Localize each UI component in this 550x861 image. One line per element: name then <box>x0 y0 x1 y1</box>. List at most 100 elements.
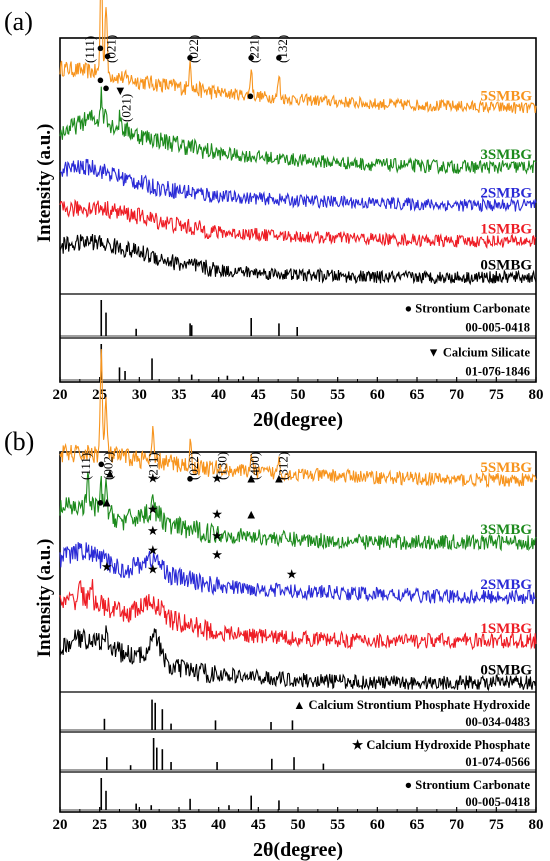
plot-area-a: ● Strontium Carbonate 00-005-0418 ▼ Calciu… <box>53 0 544 403</box>
hkl-label: (021) <box>104 35 119 63</box>
peak-marker: ● <box>102 80 110 95</box>
peak-marker: ★ <box>147 542 159 557</box>
x-tick-label: 25 <box>92 817 107 833</box>
series-label: 3SMBG <box>480 147 532 163</box>
x-tick-label: 35 <box>172 817 187 833</box>
hkl-label: (221) <box>246 35 261 63</box>
hkl-label: (022) <box>186 452 201 480</box>
hkl-label: (312) <box>276 452 291 480</box>
x-axis-label-a: 2θ(degree) <box>253 409 343 431</box>
x-tick-label: 45 <box>251 817 266 833</box>
x-tick-label: 65 <box>410 387 425 403</box>
x-tick-label: 20 <box>53 387 68 403</box>
x-tick-label: 55 <box>330 387 345 403</box>
x-tick-label: 30 <box>132 817 147 833</box>
series-label: 5SMBG <box>480 460 532 476</box>
peak-marker: ★ <box>211 547 223 562</box>
series-line-3SMBG <box>59 86 537 175</box>
reference-name: ● Strontium Carbonate <box>405 301 531 315</box>
panel-label-a: (a) <box>4 7 33 36</box>
hkl-label: (132) <box>275 35 290 63</box>
series-label: 1SMBG <box>480 621 532 637</box>
peak-marker: ▲ <box>273 470 286 485</box>
x-tick-label: 40 <box>211 387 226 403</box>
x-tick-label: 25 <box>92 387 107 403</box>
hkl-label: (211) <box>146 452 161 480</box>
reference-name: ▼ Calcium Silicate <box>427 345 530 359</box>
x-tick-label: 55 <box>330 817 345 833</box>
peak-marker: ★ <box>147 470 159 485</box>
peak-marker: ▲ <box>104 466 117 481</box>
series-line-0SMBG <box>59 625 537 692</box>
x-tick-label: 50 <box>291 387 306 403</box>
series-label: 2SMBG <box>480 185 532 201</box>
peak-marker: ● <box>97 456 105 471</box>
peak-marker: ★ <box>147 502 159 517</box>
series-line-2SMBG <box>59 158 537 213</box>
reference-name: ▲ Calcium Strontium Phosphate Hydroxide <box>293 698 530 712</box>
peak-marker: ★ <box>211 470 223 485</box>
x-tick-label: 20 <box>53 817 68 833</box>
peak-marker: ▲ <box>245 470 258 485</box>
peak-marker: ★ <box>101 559 113 574</box>
x-tick-label: 45 <box>251 387 266 403</box>
y-axis-label-a: Intensity (a.u.) <box>34 124 55 243</box>
peak-marker: ★ <box>211 528 223 543</box>
x-tick-label: 80 <box>529 817 544 833</box>
panel-a: (a) Intensity (a.u.) 2θ(degree) ● Stront… <box>4 0 544 431</box>
series-line-5SMBG <box>59 0 537 114</box>
x-tick-label: 70 <box>449 817 464 833</box>
reference-code: 00-005-0418 <box>465 320 530 334</box>
reference-code: 00-005-0418 <box>465 795 530 809</box>
peak-marker: ● <box>97 40 105 55</box>
series-line-0SMBG <box>59 233 537 286</box>
x-tick-label: 80 <box>529 387 544 403</box>
x-tick-label: 75 <box>489 387 504 403</box>
x-tick-label: 75 <box>489 817 504 833</box>
peak-marker: ● <box>97 494 105 509</box>
series-label: 5SMBG <box>480 89 532 105</box>
peak-marker: ★ <box>211 506 223 521</box>
reference-name: ● Strontium Carbonate <box>405 778 531 792</box>
peak-marker: ★ <box>286 566 298 581</box>
hkl-label: (130) <box>215 452 230 480</box>
peak-marker: ● <box>186 470 194 485</box>
hkl-label: (002) <box>100 452 115 480</box>
peak-marker: ★ <box>147 562 159 577</box>
peak-marker: ● <box>186 50 194 65</box>
peak-marker: ▼ <box>114 83 127 98</box>
x-axis-label-b: 2θ(degree) <box>253 839 343 861</box>
series-label: 3SMBG <box>480 522 532 538</box>
series-line-1SMBG <box>59 198 537 249</box>
x-tick-label: 60 <box>370 387 385 403</box>
reference-code: 01-076-1846 <box>465 364 530 378</box>
hkl-label: (111) <box>82 36 97 63</box>
peak-marker: ● <box>275 50 283 65</box>
peak-marker: ● <box>246 88 254 103</box>
x-tick-label: 40 <box>211 817 226 833</box>
peak-marker: ★ <box>147 523 159 538</box>
x-tick-label: 65 <box>410 817 425 833</box>
peak-marker: ▲ <box>100 494 113 509</box>
series-label: 2SMBG <box>480 577 532 593</box>
series-line-1SMBG <box>59 579 537 651</box>
x-tick-label: 35 <box>172 387 187 403</box>
plot-area-b: ▲ Calcium Strontium Phosphate Hydroxide 0… <box>53 349 544 833</box>
x-tick-label: 70 <box>449 387 464 403</box>
x-tick-label: 50 <box>291 817 306 833</box>
panel-b: (b) Intensity (a.u.) 2θ(degree) ▲ Calciu… <box>4 349 544 861</box>
hkl-label: (022) <box>186 35 201 63</box>
reference-name: ★ Calcium Hydroxide Phosphate <box>352 738 530 752</box>
hkl-label: (111) <box>78 453 93 480</box>
panel-label-b: (b) <box>4 427 34 456</box>
series-line-2SMBG <box>59 542 537 605</box>
reference-code: 01-074-0566 <box>465 755 530 769</box>
series-line-3SMBG <box>59 471 537 552</box>
y-axis-label-b: Intensity (a.u.) <box>34 539 55 658</box>
series-label: 0SMBG <box>480 663 532 679</box>
x-tick-label: 30 <box>132 387 147 403</box>
peak-marker: ● <box>104 48 112 63</box>
peak-marker: ▲ <box>245 506 258 521</box>
hkl-label: (400) <box>247 452 262 480</box>
